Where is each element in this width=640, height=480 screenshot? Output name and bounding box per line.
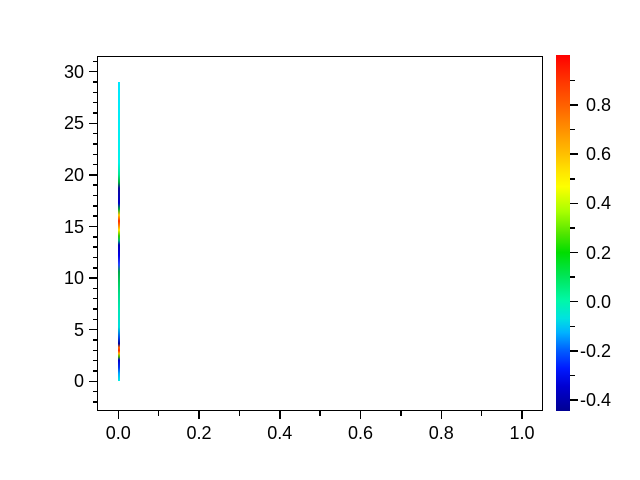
colorbar-tick-label: -0.4	[579, 390, 611, 411]
y-minor-tick	[92, 112, 97, 114]
x-tick-label: 0.8	[428, 423, 454, 443]
x-major-tick	[279, 411, 281, 419]
y-major-tick	[89, 225, 97, 228]
y-minor-tick	[92, 101, 97, 104]
y-minor-tick	[92, 401, 97, 403]
x-tick-label: 0.6	[348, 423, 374, 443]
y-minor-tick	[92, 318, 97, 321]
colorbar-minor-tick	[570, 227, 575, 229]
colorbar-minor-tick	[570, 178, 575, 180]
colorbar-tick-label: 0.2	[585, 242, 611, 263]
x-minor-tick	[480, 411, 483, 416]
y-minor-tick	[92, 256, 97, 259]
x-major-tick	[440, 411, 442, 419]
colorbar-tick-label: 0.4	[585, 193, 611, 214]
colorbar-major-tick	[570, 350, 578, 352]
colorbar-minor-tick	[570, 128, 575, 131]
plot-area	[97, 56, 543, 411]
y-minor-tick	[92, 359, 97, 362]
y-minor-tick	[92, 349, 97, 352]
colorbar-minor-tick	[570, 79, 575, 82]
y-minor-tick	[92, 390, 97, 393]
y-minor-tick	[92, 236, 97, 238]
x-minor-tick	[400, 411, 402, 416]
colorbar-minor-tick	[570, 325, 575, 328]
y-minor-tick	[92, 370, 97, 372]
y-major-tick	[89, 380, 97, 383]
colorbar-tick-label: 0.8	[585, 95, 611, 116]
colorbar-major-tick	[570, 399, 578, 401]
x-minor-tick	[157, 411, 160, 416]
y-minor-tick	[92, 246, 97, 248]
colorbar-major-tick	[570, 153, 578, 155]
data-strip	[117, 82, 120, 381]
y-minor-tick	[92, 267, 97, 269]
y-tick-label: 30	[63, 61, 84, 82]
colorbar	[556, 55, 570, 411]
x-tick-label: 1.0	[509, 423, 535, 443]
y-minor-tick	[92, 339, 97, 341]
y-major-tick	[89, 122, 97, 125]
x-minor-tick	[238, 411, 241, 416]
y-tick-label: 0	[73, 371, 84, 392]
colorbar-major-tick	[570, 251, 578, 254]
y-tick-label: 25	[63, 113, 84, 134]
y-minor-tick	[92, 194, 97, 197]
x-major-tick	[117, 411, 120, 419]
x-minor-tick	[319, 411, 321, 416]
y-minor-tick	[92, 215, 97, 217]
y-minor-tick	[92, 60, 97, 63]
y-major-tick	[89, 174, 97, 176]
y-major-tick	[89, 70, 97, 73]
y-tick-label: 20	[63, 164, 84, 185]
y-minor-tick	[92, 153, 97, 155]
y-minor-tick	[92, 308, 97, 310]
y-minor-tick	[92, 81, 97, 83]
colorbar-major-tick	[570, 104, 578, 106]
y-minor-tick	[92, 287, 97, 290]
x-major-tick	[521, 411, 523, 419]
colorbar-minor-tick	[570, 276, 575, 278]
y-minor-tick	[92, 184, 97, 186]
y-minor-tick	[92, 132, 97, 135]
y-major-tick	[89, 277, 97, 279]
x-tick-label: 0.4	[267, 423, 293, 443]
colorbar-tick-label: 0.6	[585, 144, 611, 165]
colorbar-major-tick	[570, 300, 578, 303]
y-minor-tick	[92, 297, 97, 300]
x-tick-label: 0.2	[186, 423, 212, 443]
y-minor-tick	[92, 163, 97, 166]
y-tick-label: 15	[63, 216, 84, 237]
x-tick-label: 0.0	[105, 423, 131, 443]
y-tick-label: 5	[73, 319, 84, 340]
colorbar-minor-tick	[570, 374, 575, 377]
y-major-tick	[89, 328, 97, 331]
y-minor-tick	[92, 91, 97, 94]
colorbar-tick-label: -0.2	[579, 340, 611, 361]
colorbar-major-tick	[570, 202, 578, 205]
y-minor-tick	[92, 205, 97, 207]
y-tick-label: 10	[63, 268, 84, 289]
y-minor-tick	[92, 143, 97, 145]
x-major-tick	[359, 411, 362, 419]
x-major-tick	[198, 411, 200, 419]
colorbar-tick-label: 0.0	[585, 291, 611, 312]
